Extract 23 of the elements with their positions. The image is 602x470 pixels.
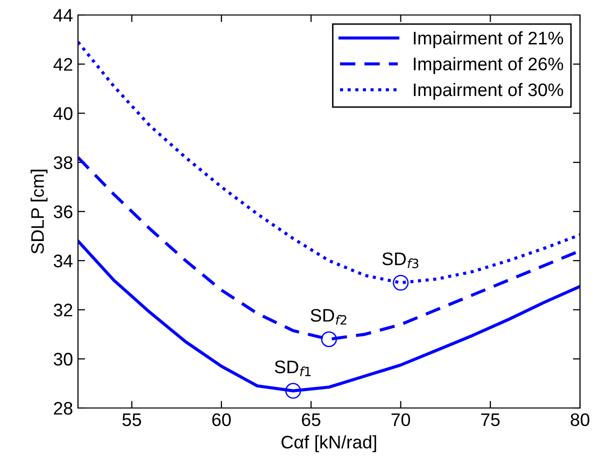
y-tick-label: 28 <box>54 402 72 415</box>
y-tick-label: 32 <box>54 304 72 316</box>
y-tick-label: 38 <box>54 156 72 170</box>
y-tick-label: 36 <box>54 205 72 218</box>
legend-label: Impairment of 30% <box>414 82 564 100</box>
x-tick-label: 75 <box>481 414 500 426</box>
y-tick-label: 40 <box>53 107 72 120</box>
x-axis-title: Cαf [kN/rad] <box>282 435 376 452</box>
legend-label: Impairment of 21% <box>414 31 564 48</box>
y-tick-label: 30 <box>54 352 72 366</box>
x-tick-label: 70 <box>392 413 410 426</box>
y-tick-label: 34 <box>54 254 73 268</box>
x-tick-label: 55 <box>122 414 142 426</box>
annotation: SD$_{f3}$ <box>382 252 418 268</box>
y-tick-label: 44 <box>53 9 73 22</box>
annotation: SD$_{f1}$ <box>274 360 311 376</box>
x-tick-label: 60 <box>212 413 231 426</box>
x-tick-label: 80 <box>570 413 590 426</box>
y-tick-label: 42 <box>53 58 72 71</box>
annotation: SD$_{f2}$ <box>310 308 346 325</box>
x-tick-label: 65 <box>302 413 320 426</box>
legend-label: Impairment of 26% <box>414 57 564 74</box>
y-axis-title: SDLP [cm] <box>30 170 48 254</box>
